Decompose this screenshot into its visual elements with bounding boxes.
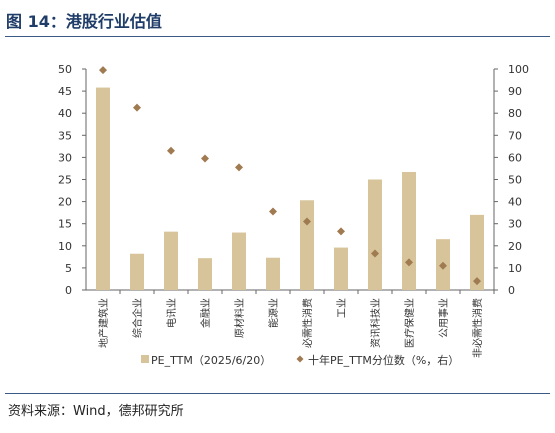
y-tick-label-left: 25 [58, 174, 72, 187]
y-tick-label-right: 10 [508, 262, 522, 275]
legend-swatch-bar [141, 355, 149, 363]
bar [266, 257, 280, 290]
chart-markers [99, 66, 481, 286]
x-tick-label: 电讯业 [165, 298, 178, 328]
chart: 0 5 10 15 20 25 30 35 40 45 50 0 10 20 30 40 50 60 70 80 90 1… [58, 63, 529, 367]
y-tick-label-right: 100 [508, 63, 529, 76]
y-tick-label-left: 15 [58, 218, 72, 231]
bar [368, 179, 382, 290]
y-tick-label-right: 90 [508, 85, 522, 98]
point [303, 217, 311, 226]
title-rule [5, 36, 550, 37]
point [337, 227, 345, 236]
y-tick-label-right: 70 [508, 129, 522, 142]
page-title: 图 14：港股行业估值 [6, 12, 162, 31]
x-tick-label: 能源业 [267, 298, 280, 328]
source-rule [5, 393, 550, 394]
bar [198, 258, 212, 290]
y-tick-label-right: 50 [508, 174, 522, 187]
y-tick-label-left: 0 [65, 284, 72, 297]
y-tick-label-left: 50 [58, 63, 72, 76]
y-tick-label-left: 10 [58, 240, 72, 253]
point [371, 249, 379, 258]
point [167, 146, 175, 155]
chart-bars [96, 87, 484, 291]
x-tick-label: 公用事业 [437, 298, 450, 338]
bar [130, 253, 144, 290]
chart-axes: 0 5 10 15 20 25 30 35 40 45 50 0 10 20 30 40 50 60 70 80 90 1… [58, 63, 529, 358]
y-tick-label-left: 45 [58, 85, 72, 98]
y-tick-label-left: 40 [58, 107, 72, 120]
bar [470, 214, 484, 290]
y-tick-label-left: 20 [58, 196, 72, 209]
bar [334, 247, 348, 290]
point [235, 163, 243, 172]
bar [232, 232, 246, 290]
x-tick-label: 地产建筑业 [97, 298, 110, 348]
legend-swatch-marker [296, 355, 304, 363]
x-tick-label: 金融业 [199, 298, 212, 328]
x-tick-label: 综合企业 [131, 298, 144, 338]
x-tick-label: 工业 [336, 298, 348, 318]
bar [164, 231, 178, 290]
x-tick-label: 原材料业 [233, 298, 246, 338]
legend-label-marker: 十年PE_TTM分位数（%，右） [308, 353, 459, 367]
y-tick-label-right: 0 [508, 284, 515, 297]
chart-legend: PE_TTM（2025/6/20） 十年PE_TTM分位数（%，右） [141, 353, 459, 367]
y-tick-label-left: 35 [58, 129, 72, 142]
point [269, 207, 277, 216]
legend-label-bar: PE_TTM（2025/6/20） [151, 354, 271, 367]
bar [402, 171, 416, 290]
x-tick-label: 非必需性消费 [471, 298, 484, 358]
x-tick-label: 资讯科技业 [369, 298, 382, 348]
point [439, 261, 447, 270]
point [405, 258, 413, 267]
point [473, 277, 481, 286]
y-tick-label-left: 5 [65, 262, 72, 275]
y-tick-label-right: 60 [508, 151, 522, 164]
y-tick-label-right: 30 [508, 218, 522, 231]
point [201, 154, 209, 163]
point [133, 103, 141, 112]
y-tick-label-right: 20 [508, 240, 522, 253]
x-tick-label: 医疗保健业 [403, 298, 416, 348]
source-note: 资料来源：Wind，德邦研究所 [8, 404, 184, 419]
x-tick-label: 必需性消费 [301, 298, 314, 348]
bar [300, 200, 314, 290]
y-tick-label-right: 40 [508, 196, 522, 209]
y-tick-label-left: 30 [58, 151, 72, 164]
point [99, 66, 107, 75]
y-tick-label-right: 80 [508, 107, 522, 120]
bar [96, 87, 110, 291]
